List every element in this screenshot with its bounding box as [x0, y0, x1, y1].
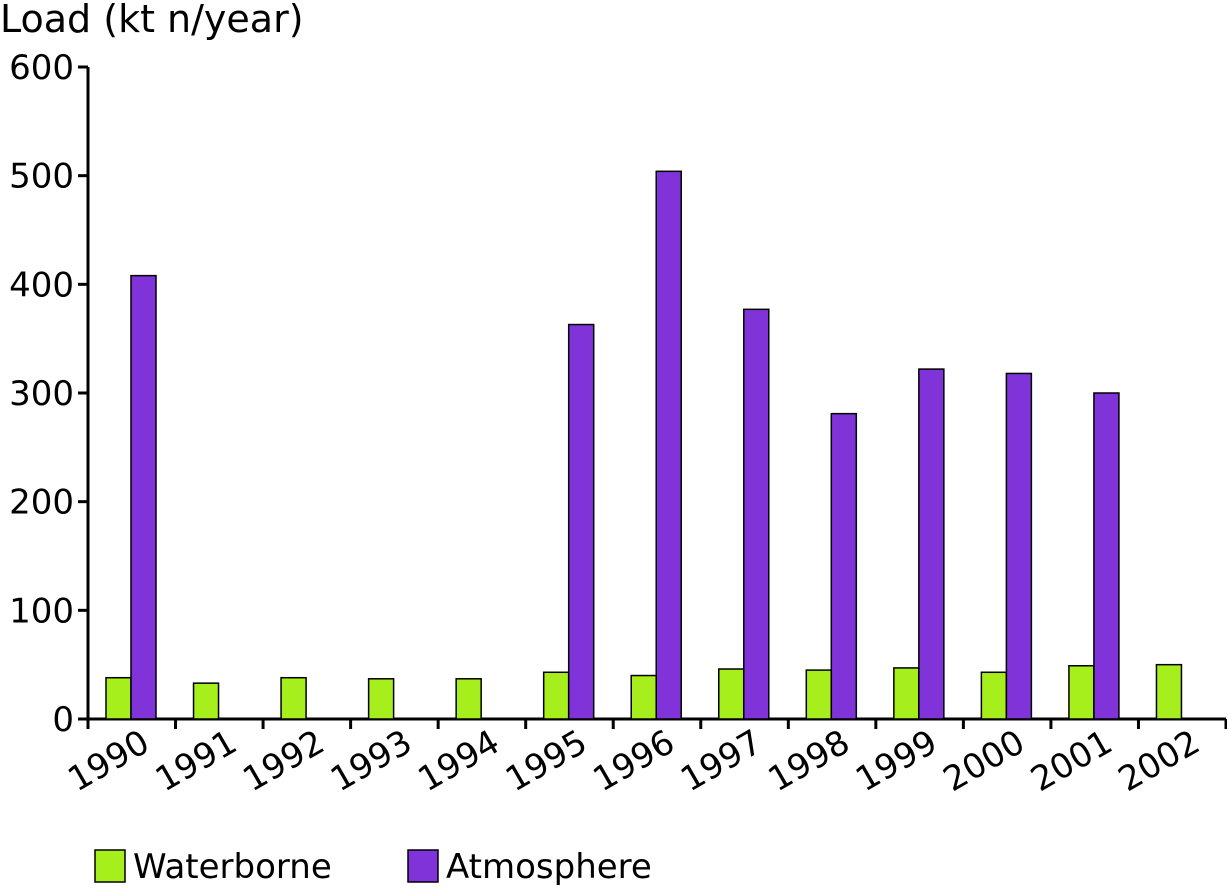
bar-waterborne-1997 — [718, 668, 745, 720]
bar-waterborne-1999 — [893, 667, 920, 720]
x-tick-label: 1993 — [324, 722, 419, 800]
y-tick-label: 300 — [9, 374, 74, 414]
bar-waterborne-1998 — [805, 669, 833, 720]
x-tick-label: 1998 — [762, 722, 857, 800]
x-tick-label: 1991 — [149, 722, 244, 800]
bar-atmosphere-1997 — [743, 308, 770, 720]
bar-waterborne-2001 — [1068, 665, 1095, 720]
bar-atmosphere-1999 — [918, 368, 945, 720]
bars — [105, 170, 1183, 720]
x-tick-label: 1997 — [674, 722, 769, 800]
legend: Waterborne Atmosphere — [94, 847, 652, 887]
legend-label-atmosphere: Atmosphere — [446, 847, 652, 887]
bar-waterborne-1994 — [455, 678, 482, 720]
y-axis-ticks: 0 100 200 300 400 500 600 — [9, 48, 88, 740]
bar-atmosphere-1996 — [655, 170, 682, 720]
x-tick-label: 2001 — [1024, 722, 1119, 800]
legend-swatch-atmosphere — [407, 849, 439, 883]
x-tick-label: 1992 — [236, 722, 331, 800]
x-tick-label: 1996 — [587, 722, 682, 800]
x-tick-label: 1990 — [61, 722, 156, 800]
legend-label-waterborne: Waterborne — [133, 847, 332, 887]
y-tick-label: 600 — [9, 48, 74, 88]
bar-waterborne-1992 — [280, 676, 307, 720]
x-tick-label: 1999 — [849, 722, 944, 800]
y-tick-label: 0 — [52, 700, 74, 740]
x-axis-ticks: 1990199119921993199419951996199719981999… — [61, 719, 1227, 800]
bar-atmosphere-2001 — [1093, 392, 1120, 720]
bar-waterborne-2000 — [980, 671, 1008, 720]
y-axis-title: Load (kt n/year) — [0, 0, 304, 41]
y-tick-label: 100 — [9, 591, 74, 631]
legend-swatch-waterborne — [94, 849, 126, 883]
bar-waterborne-1993 — [367, 678, 395, 720]
bar-waterborne-1990 — [105, 676, 132, 720]
y-tick-label: 500 — [9, 157, 74, 197]
bar-waterborne-2002 — [1155, 663, 1183, 720]
y-tick-label: 400 — [9, 265, 74, 305]
bar-atmosphere-1990 — [130, 274, 157, 720]
bar-atmosphere-2000 — [1005, 372, 1033, 720]
x-tick-label: 2002 — [1112, 722, 1207, 800]
bar-atmosphere-1998 — [830, 412, 858, 720]
bar-waterborne-1991 — [192, 682, 220, 720]
x-tick-label: 1995 — [499, 722, 594, 800]
x-tick-label: 2000 — [937, 722, 1032, 800]
bar-atmosphere-1995 — [567, 323, 595, 720]
bar-waterborne-1995 — [542, 671, 570, 720]
y-tick-label: 200 — [9, 483, 74, 523]
x-tick-label: 1994 — [411, 722, 506, 800]
bar-waterborne-1996 — [630, 674, 657, 720]
